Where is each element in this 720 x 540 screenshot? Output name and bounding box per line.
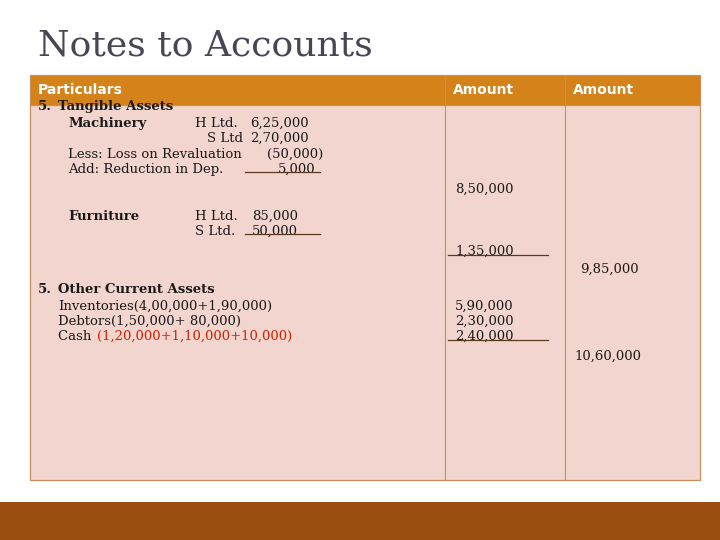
Text: Other Current Assets: Other Current Assets — [58, 283, 215, 296]
Text: 9,85,000: 9,85,000 — [580, 263, 639, 276]
Text: Inventories(4,00,000+1,90,000): Inventories(4,00,000+1,90,000) — [58, 300, 272, 313]
Text: Particulars: Particulars — [38, 83, 123, 97]
Text: 5.: 5. — [38, 100, 52, 113]
Text: Tangible Assets: Tangible Assets — [58, 100, 174, 113]
Text: Machinery: Machinery — [68, 117, 146, 130]
Text: 5,90,000: 5,90,000 — [455, 300, 513, 313]
Text: Cash: Cash — [58, 330, 96, 343]
Text: 2,40,000: 2,40,000 — [455, 330, 513, 343]
Text: 2,70,000: 2,70,000 — [250, 132, 309, 145]
Text: 6,25,000: 6,25,000 — [250, 117, 309, 130]
Text: H Ltd.: H Ltd. — [195, 117, 238, 130]
Text: Amount: Amount — [453, 83, 514, 97]
Text: S Ltd.: S Ltd. — [195, 225, 235, 238]
Text: Less: Loss on Revaluation: Less: Loss on Revaluation — [68, 148, 242, 161]
Bar — [30, 75, 700, 480]
Text: H Ltd.: H Ltd. — [195, 210, 238, 223]
Bar — [30, 75, 700, 105]
Text: 5,000: 5,000 — [278, 163, 315, 176]
Text: (1,20,000+1,10,000+10,000): (1,20,000+1,10,000+10,000) — [97, 330, 292, 343]
Text: 5.: 5. — [38, 283, 52, 296]
Text: 8,50,000: 8,50,000 — [455, 183, 513, 196]
Bar — [30, 105, 700, 480]
Text: 1,35,000: 1,35,000 — [455, 245, 513, 258]
Text: Debtors(1,50,000+ 80,000): Debtors(1,50,000+ 80,000) — [58, 315, 241, 328]
Text: Notes to Accounts: Notes to Accounts — [38, 28, 373, 62]
Bar — [0, 502, 720, 540]
Text: S Ltd: S Ltd — [207, 132, 243, 145]
Text: Add: Reduction in Dep.: Add: Reduction in Dep. — [68, 163, 223, 176]
Text: Furniture: Furniture — [68, 210, 139, 223]
Text: (50,000): (50,000) — [267, 148, 323, 161]
Text: 85,000: 85,000 — [252, 210, 298, 223]
Text: Amount: Amount — [573, 83, 634, 97]
Text: 2,30,000: 2,30,000 — [455, 315, 513, 328]
Text: 10,60,000: 10,60,000 — [574, 350, 641, 363]
Text: 50,000: 50,000 — [252, 225, 298, 238]
